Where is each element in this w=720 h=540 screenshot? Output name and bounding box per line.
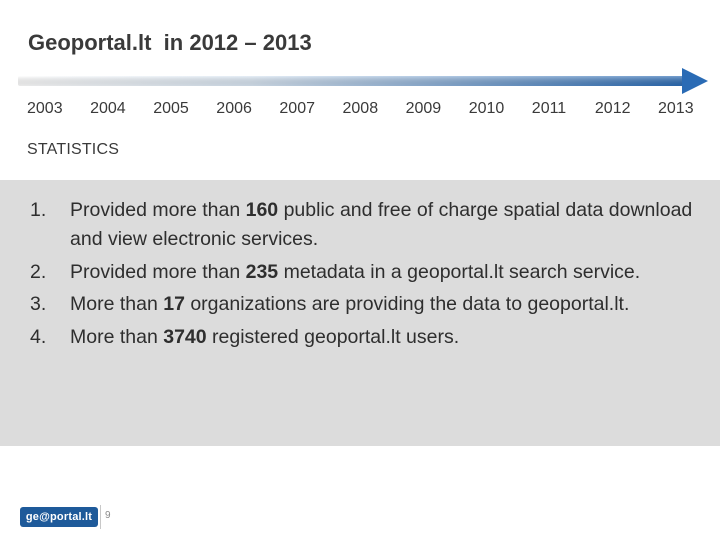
timeline-year: 2008 [342,100,379,117]
timeline-arrow-head [682,68,708,94]
statistic-text-after: registered geoportal.lt users. [206,325,460,348]
statistic-text-after: public and free of charge spatial data d… [70,199,693,250]
statistic-item: 1. Provided more than 160 public and free… [30,196,700,254]
timeline-years: 2003 2004 2005 2006 2007 2008 2009 2010 2011 2012… [22,100,712,122]
timeline-year: 2013 [658,100,694,117]
timeline-year: 2007 [279,100,315,117]
statistic-text-after: organizations are providing the data to … [184,293,630,315]
statistic-number: 2. [30,260,47,283]
statistic-value: 17 [163,293,185,315]
statistic-text-after: metadata in a geoportal.lt search servic… [278,260,641,283]
geoportal-logo: ge@portal.lt [20,507,98,527]
statistic-value: 3740 [163,325,207,348]
timeline-year: 2006 [216,100,252,117]
footer-divider [100,505,101,529]
statistic-number: 1. [30,199,47,221]
statistic-text-before: More than [70,293,164,315]
statistic-text-before: Provided more than [70,260,246,283]
statistic-value: 235 [245,260,279,283]
statistic-item: 3. More than 17 organizations are providi… [30,290,700,319]
timeline-year: 2005 [153,100,189,117]
timeline-year: 2011 [531,100,567,117]
section-label-statistics: STATISTICS [27,141,120,158]
statistic-number: 3. [30,293,47,315]
timeline-arrow [18,68,708,94]
timeline-year: 2004 [90,100,126,117]
slide-title: Geoportal.lt in 2012 – 2013 [28,30,312,55]
timeline-year: 2003 [27,100,63,117]
statistic-number: 4. [30,325,47,348]
statistic-value: 160 [245,199,279,221]
statistic-text-before: Provided more than [70,199,246,221]
timeline-year: 2012 [594,100,631,117]
statistics-panel [0,180,720,446]
statistics-list: 1. Provided more than 160 public and free… [30,196,700,355]
timeline-year: 2010 [468,100,505,117]
page-number: 9 [105,510,111,521]
statistic-item: 4. More than 3740 registered geoportal.lt… [30,323,700,352]
statistic-text-before: More than [70,325,164,348]
timeline-year: 2009 [405,100,442,117]
statistic-item: 2. Provided more than 235 metadata in a g… [30,258,700,287]
